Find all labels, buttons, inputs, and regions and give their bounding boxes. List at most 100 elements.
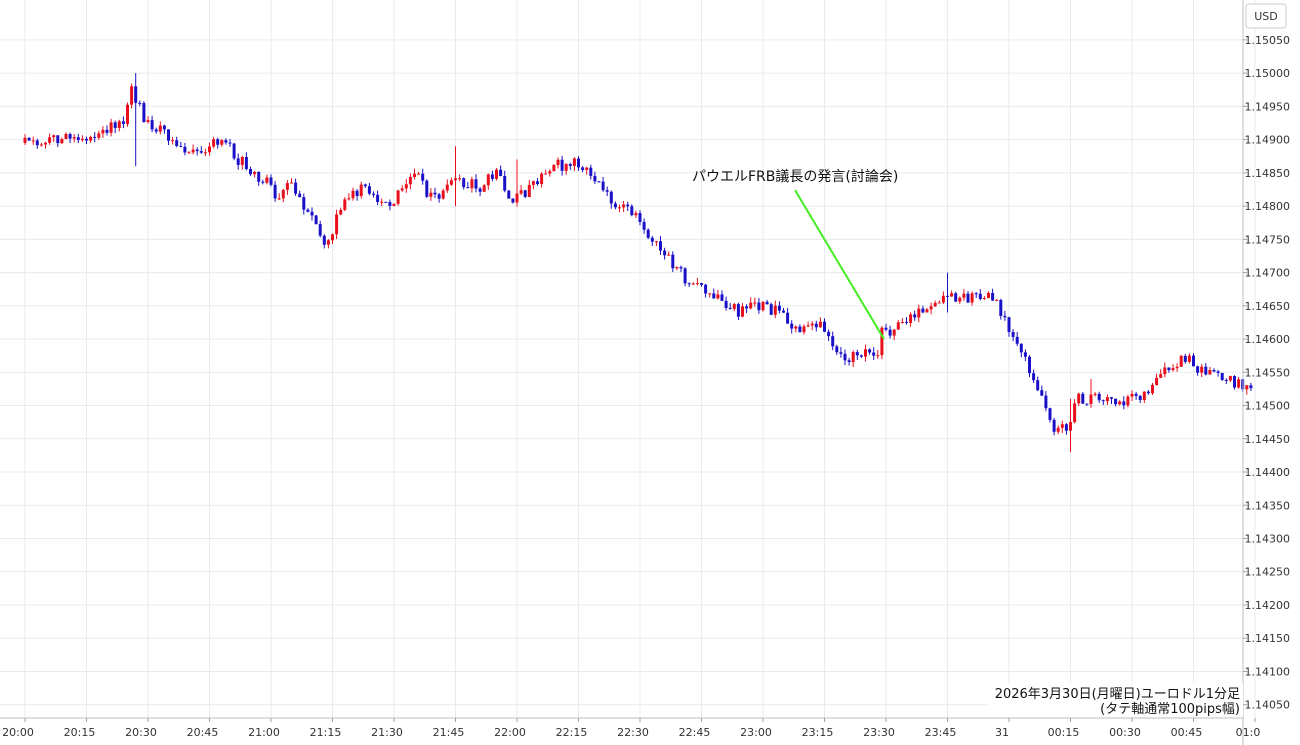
candle-body <box>421 173 425 181</box>
candle-up <box>1175 363 1179 372</box>
candle-body <box>433 192 437 195</box>
candle-down <box>765 299 769 305</box>
candle-body <box>1101 400 1105 402</box>
candle-down <box>1019 343 1023 358</box>
candle-down <box>597 181 601 183</box>
candle-body <box>798 326 802 333</box>
candle-up <box>117 119 121 132</box>
candle-body <box>548 171 552 174</box>
candle-body <box>991 292 995 301</box>
candle-body <box>503 175 507 191</box>
candle-body <box>732 304 736 309</box>
price-tick-label: 1.14200 <box>1245 599 1291 612</box>
candle-down <box>536 178 539 186</box>
candle-down <box>835 344 839 356</box>
candle-body <box>892 329 896 336</box>
candle-body <box>220 140 224 145</box>
candle-body <box>454 178 457 181</box>
price-tick-label: 1.14150 <box>1245 632 1291 645</box>
candle-body <box>1138 395 1142 401</box>
candle-down <box>1183 353 1187 364</box>
candle-up <box>347 193 351 201</box>
candle-body <box>408 176 412 185</box>
time-tick-label: 20:30 <box>125 726 157 739</box>
candle-body <box>425 180 429 197</box>
candle-up <box>962 289 966 301</box>
candle-body <box>236 158 240 165</box>
price-tick-label: 1.14300 <box>1245 533 1291 546</box>
candle-body <box>1167 367 1171 371</box>
candle-body <box>995 300 999 302</box>
time-tick-label: 20:15 <box>64 726 96 739</box>
candle-body <box>544 173 548 175</box>
candle-up <box>880 326 884 360</box>
candle-down <box>823 318 826 333</box>
currency-badge-box[interactable] <box>1245 3 1287 29</box>
candle-body <box>158 125 162 132</box>
candle-down <box>372 191 375 198</box>
candle-body <box>1093 393 1097 395</box>
candle-down <box>974 291 978 298</box>
candle-down <box>839 347 843 358</box>
candle-body <box>818 321 822 328</box>
candle-down <box>1011 329 1015 342</box>
candle-down <box>93 132 97 143</box>
candle-down <box>868 348 872 355</box>
candle-down <box>1064 423 1068 435</box>
candle-down <box>199 146 203 154</box>
candle-down <box>954 291 958 303</box>
candle-up <box>572 156 576 172</box>
candle-body <box>130 86 134 105</box>
candle-body <box>663 250 667 256</box>
currency-badge[interactable]: USD <box>1245 3 1287 29</box>
candle-body <box>363 184 367 187</box>
price-tick-label: 1.14500 <box>1245 400 1291 413</box>
candle-down <box>978 289 982 301</box>
candle-body <box>437 194 441 199</box>
candle-up <box>540 172 544 188</box>
candle-down <box>1085 403 1089 406</box>
candle-body <box>527 184 531 197</box>
candle-body <box>605 190 609 192</box>
candle-body <box>335 214 339 235</box>
candle-down <box>663 247 667 260</box>
candle-up <box>470 176 474 193</box>
candle-down <box>683 267 687 287</box>
candle-up <box>1245 384 1249 395</box>
candle-body <box>93 136 97 138</box>
candle-body <box>896 322 900 330</box>
candle-body <box>1200 366 1204 373</box>
candle-body <box>1003 315 1007 318</box>
candle-body <box>552 165 556 172</box>
price-tick-label: 1.14050 <box>1245 699 1291 712</box>
candle-down <box>560 155 564 176</box>
candle-body <box>121 121 125 124</box>
candle-body <box>105 129 109 133</box>
candle-down <box>318 220 322 238</box>
candle-up <box>741 303 744 318</box>
candle-body <box>326 240 330 245</box>
candle-body <box>367 186 371 194</box>
candle-up <box>31 136 35 145</box>
candle-body <box>917 308 921 318</box>
candle-up <box>675 266 679 271</box>
candle-down <box>35 138 39 149</box>
candle-up <box>1200 363 1204 377</box>
candle-down <box>831 331 835 351</box>
currency-label[interactable]: USD <box>1254 10 1278 23</box>
candle-up <box>359 181 363 199</box>
candle-body <box>191 149 195 153</box>
candle-body <box>1052 419 1056 432</box>
candle-down <box>613 201 617 210</box>
candle-down <box>298 190 302 198</box>
candle-body <box>618 207 621 209</box>
candle-body <box>228 142 232 144</box>
candle-down <box>757 298 761 314</box>
candle-up <box>1163 362 1167 378</box>
candle-down <box>138 100 142 107</box>
candle-body <box>1007 317 1011 332</box>
candle-body <box>536 181 539 184</box>
candle-body <box>650 237 654 242</box>
candle-up <box>929 302 933 315</box>
candle-body <box>89 136 93 141</box>
